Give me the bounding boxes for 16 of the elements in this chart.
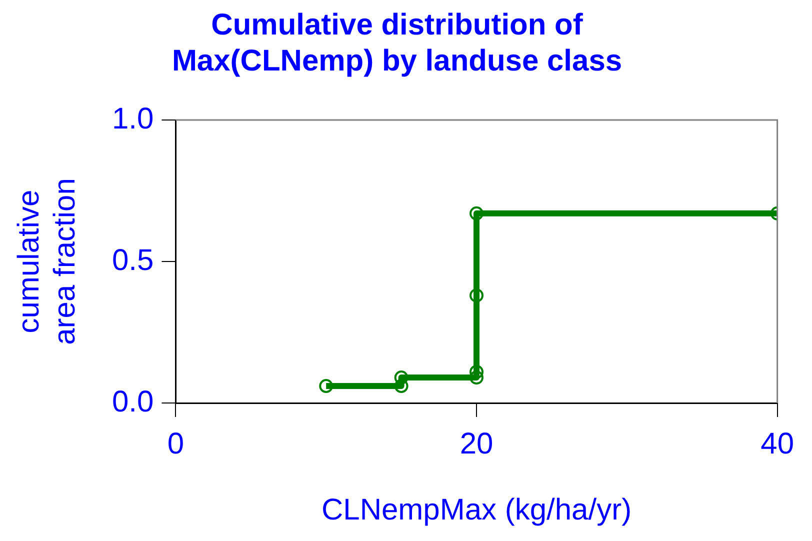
point — [470, 206, 484, 220]
point — [470, 370, 484, 385]
x-tick-label: 40 — [760, 427, 794, 460]
point — [394, 379, 408, 394]
chart-title: Cumulative distribution of Max(CLNemp) by landuse class — [172, 8, 622, 78]
y-tick-label: 0.5 — [112, 244, 154, 277]
y-tick-label: 0.0 — [112, 385, 154, 418]
x-tick-label: 0 — [167, 427, 184, 460]
x-axis-title: CLNempMax (kg/ha/yr) — [321, 493, 632, 526]
point — [394, 370, 408, 385]
point — [470, 288, 484, 302]
point — [319, 379, 334, 394]
y-tick-label: 1.0 — [112, 102, 154, 136]
point — [470, 364, 484, 379]
y-axis-title: cumulative area fraction — [12, 178, 82, 345]
x-tick-label: 20 — [460, 427, 494, 460]
